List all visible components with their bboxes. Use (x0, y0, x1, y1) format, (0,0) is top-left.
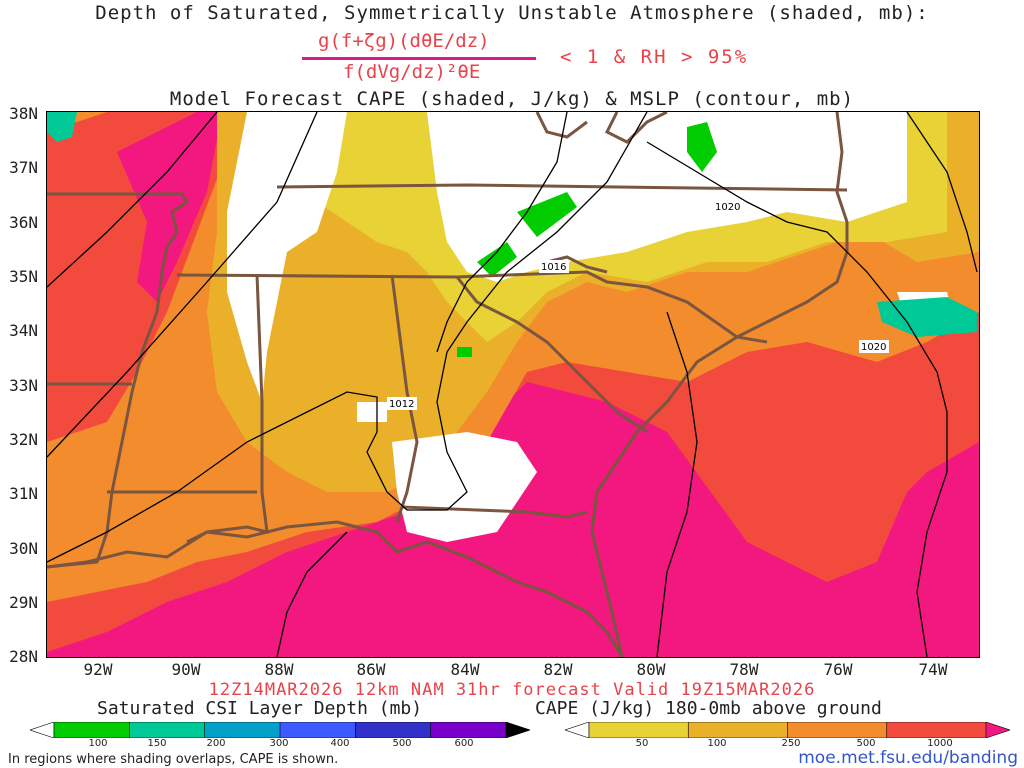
coastline (47, 112, 849, 657)
lon-label: 82W (543, 660, 573, 679)
csi-colorbar-swatch (279, 722, 357, 738)
no-cape-region-1 (227, 112, 347, 402)
cape-colorbar-title: CAPE (J/kg) 180-0mb above ground (535, 698, 882, 719)
csi-tick: 100 (88, 738, 108, 749)
cape-tick: 100 (707, 738, 727, 749)
formula-fraction-bar (302, 57, 536, 60)
chart-subtitle: Model Forecast CAPE (shaded, J/kg) & MSL… (169, 88, 855, 110)
csi-tick: 200 (206, 738, 226, 749)
lon-label: 78W (729, 660, 759, 679)
lon-label: 80W (636, 660, 666, 679)
svg-text:1020: 1020 (715, 202, 740, 213)
lat-label: 34N (9, 321, 38, 340)
csi-patch-6 (457, 347, 472, 357)
forecast-valid-line: 12Z14MAR2026 12km NAM 31hr forecast Vali… (208, 680, 816, 700)
lon-label: 92W (83, 660, 113, 679)
lat-label: 31N (9, 484, 38, 503)
cape-colorbar (565, 722, 1010, 738)
lat-label: 30N (9, 539, 38, 558)
svg-text:1020: 1020 (861, 342, 886, 353)
csi-tick: 400 (330, 738, 350, 749)
svg-text:1016: 1016 (541, 262, 566, 273)
map-canvas: 1020 1016 1012 1020 (47, 112, 979, 657)
csi-colorbar-swatch (30, 722, 55, 738)
csi-colorbar-swatch (355, 722, 432, 738)
csi-patch-1 (477, 242, 517, 277)
csi-tick: 150 (147, 738, 167, 749)
isobars (47, 112, 978, 657)
svg-text:1012: 1012 (389, 399, 414, 410)
csi-tick: 600 (454, 738, 474, 749)
lon-label: 76W (823, 660, 853, 679)
cape-colorbar-swatch (985, 722, 1010, 738)
cape-colorbar-swatch (588, 722, 690, 738)
csi-colorbar-swatch (129, 722, 206, 738)
cape-tick: 50 (635, 738, 649, 749)
csi-tick: 300 (269, 738, 289, 749)
source-url-link[interactable]: moe.met.fsu.edu/banding (798, 748, 1018, 768)
isobar-label-1012: 1012 (387, 397, 417, 410)
lon-label: 90W (171, 660, 201, 679)
state-borders (47, 183, 848, 569)
csi-patch-4 (877, 297, 977, 337)
lat-label: 29N (9, 593, 38, 612)
isobar-label-1020-north: 1020 (713, 200, 743, 213)
cape-shading-magenta-west (117, 112, 222, 302)
lat-label: 38N (9, 104, 38, 123)
csi-patch-3 (687, 122, 717, 172)
chart-title: Depth of Saturated, Symmetrically Unstab… (95, 2, 929, 24)
csi-colorbar-swatch (505, 722, 530, 738)
lat-label: 35N (9, 267, 38, 286)
lon-label: 86W (356, 660, 386, 679)
formula-condition: < 1 & RH > 95% (560, 46, 749, 68)
overlap-note: In regions where shading overlaps, CAPE … (8, 752, 339, 767)
cape-tick: 1000 (927, 738, 953, 749)
csi-tick: 500 (392, 738, 412, 749)
csi-colorbar-swatch (430, 722, 507, 738)
no-cape-region-4 (357, 402, 387, 422)
csi-patch-5 (47, 112, 77, 142)
csi-colorbar-swatch (204, 722, 281, 738)
csi-colorbar-title: Saturated CSI Layer Depth (mb) (97, 698, 423, 719)
cape-tick: 500 (856, 738, 876, 749)
formula-numerator: g(f+ζg)(dθE/dz) (318, 30, 490, 52)
lon-label: 84W (450, 660, 480, 679)
cape-colorbar-swatch (886, 722, 987, 738)
csi-colorbar-swatch (53, 722, 131, 738)
cape-colorbar-swatch (687, 722, 789, 738)
cape-colorbar-swatch (787, 722, 888, 738)
lat-label: 36N (9, 213, 38, 232)
isobar-label-1020-east: 1020 (859, 340, 889, 353)
lat-label: 28N (9, 647, 38, 666)
isobar-label-1016: 1016 (539, 260, 569, 273)
csi-colorbar (30, 722, 530, 738)
lon-label: 88W (264, 660, 294, 679)
weather-map: 1020 1016 1012 1020 (46, 111, 980, 658)
lon-label: 74W (918, 660, 948, 679)
formula-denominator: f(dVg/dz)²θE (343, 61, 481, 83)
cape-colorbar-swatch (565, 722, 590, 738)
lat-label: 37N (9, 158, 38, 177)
lat-label: 33N (9, 376, 38, 395)
csi-patch-2 (517, 192, 577, 237)
cape-tick: 250 (781, 738, 801, 749)
lat-label: 32N (9, 430, 38, 449)
